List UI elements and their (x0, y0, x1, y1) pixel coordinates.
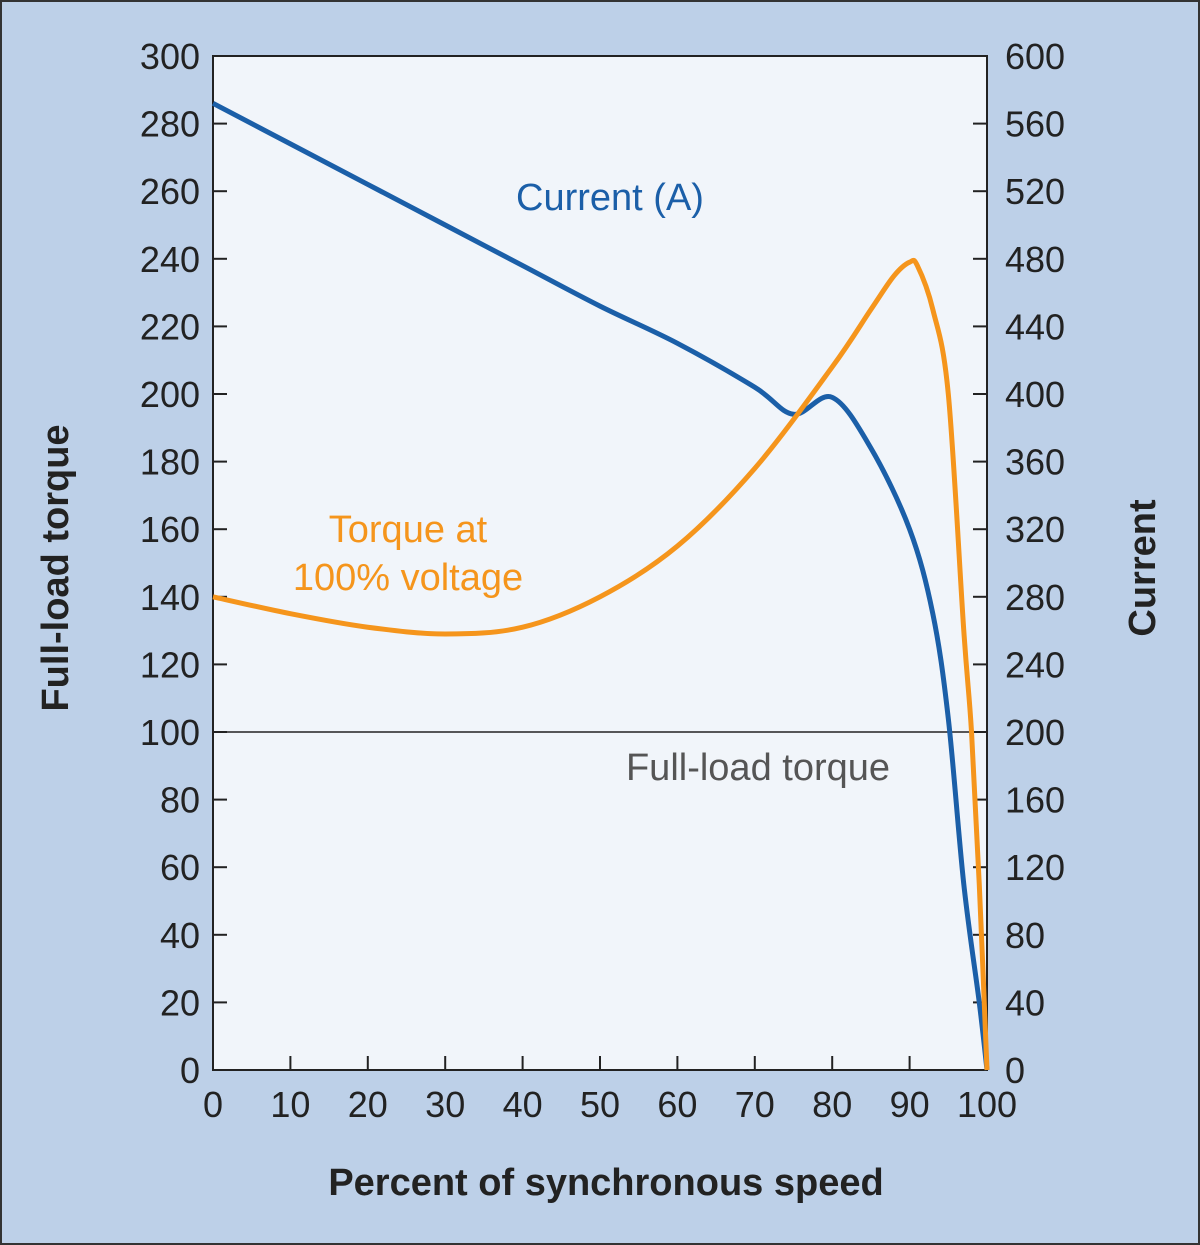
x-tick-label: 40 (503, 1084, 543, 1125)
y2-tick-label: 480 (1005, 239, 1065, 280)
y-tick-label: 40 (160, 915, 200, 956)
x-tick-label: 100 (957, 1084, 1017, 1125)
y2-tick-label: 360 (1005, 442, 1065, 483)
y-tick-label: 80 (160, 780, 200, 821)
x-tick-label: 0 (203, 1084, 223, 1125)
y2-tick-label: 160 (1005, 780, 1065, 821)
y-tick-label: 280 (140, 104, 200, 145)
x-tick-label: 90 (890, 1084, 930, 1125)
y2-tick-label: 240 (1005, 644, 1065, 685)
x-tick-label: 60 (657, 1084, 697, 1125)
torque-annotation-line2: 100% voltage (293, 557, 523, 599)
y-tick-label: 200 (140, 374, 200, 415)
y2-tick-label: 600 (1005, 36, 1065, 77)
y-tick-label: 260 (140, 171, 200, 212)
y2-tick-label: 520 (1005, 171, 1065, 212)
y-tick-label: 240 (140, 239, 200, 280)
y2-tick-label: 40 (1005, 982, 1045, 1023)
y-tick-label: 120 (140, 644, 200, 685)
y-tick-label: 180 (140, 442, 200, 483)
y2-tick-label: 80 (1005, 915, 1045, 956)
y-tick-label: 300 (140, 36, 200, 77)
y-tick-label: 160 (140, 509, 200, 550)
x-tick-label: 50 (580, 1084, 620, 1125)
y-tick-label: 20 (160, 982, 200, 1023)
y2-tick-label: 200 (1005, 712, 1065, 753)
y2-tick-label: 280 (1005, 577, 1065, 618)
y2-tick-label: 440 (1005, 306, 1065, 347)
x-tick-label: 10 (270, 1084, 310, 1125)
x-tick-label: 80 (812, 1084, 852, 1125)
y-axis-label: Full-load torque (35, 424, 77, 711)
y-tick-label: 60 (160, 847, 200, 888)
x-axis-label: Percent of synchronous speed (328, 1162, 883, 1204)
y2-tick-label: 320 (1005, 509, 1065, 550)
y-tick-label: 0 (180, 1050, 200, 1091)
plot-area (212, 55, 988, 1071)
y2-tick-label: 400 (1005, 374, 1065, 415)
x-tick-label: 30 (425, 1084, 465, 1125)
torque-annotation-line1: Torque at (329, 509, 488, 551)
y2-tick-label: 0 (1005, 1050, 1025, 1091)
y2-tick-label: 560 (1005, 104, 1065, 145)
y2-tick-label: 120 (1005, 847, 1065, 888)
y2-axis-label: Current (1122, 499, 1164, 637)
torque-series-line (212, 257, 990, 1071)
x-tick-label: 70 (735, 1084, 775, 1125)
reference-line-label: Full-load torque (626, 747, 890, 789)
y-tick-label: 140 (140, 577, 200, 618)
x-tick-label: 20 (348, 1084, 388, 1125)
y-tick-label: 100 (140, 712, 200, 753)
current-annotation: Current (A) (516, 177, 704, 219)
y-tick-label: 220 (140, 306, 200, 347)
